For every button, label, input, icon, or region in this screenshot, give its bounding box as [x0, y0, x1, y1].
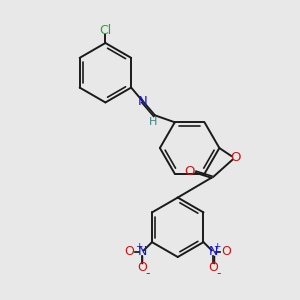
Text: H: H: [149, 117, 157, 127]
Text: N: N: [138, 95, 148, 108]
Text: O: O: [137, 261, 147, 274]
Text: N: N: [208, 245, 218, 258]
Text: N: N: [138, 245, 147, 258]
Text: O: O: [208, 261, 218, 274]
Text: O: O: [221, 245, 231, 258]
Text: -: -: [145, 267, 149, 280]
Text: O: O: [184, 165, 195, 178]
Text: O: O: [124, 245, 134, 258]
Text: +: +: [213, 242, 221, 251]
Text: +: +: [135, 242, 142, 251]
Text: Cl: Cl: [99, 24, 112, 37]
Text: O: O: [230, 152, 241, 164]
Text: -: -: [216, 267, 220, 280]
